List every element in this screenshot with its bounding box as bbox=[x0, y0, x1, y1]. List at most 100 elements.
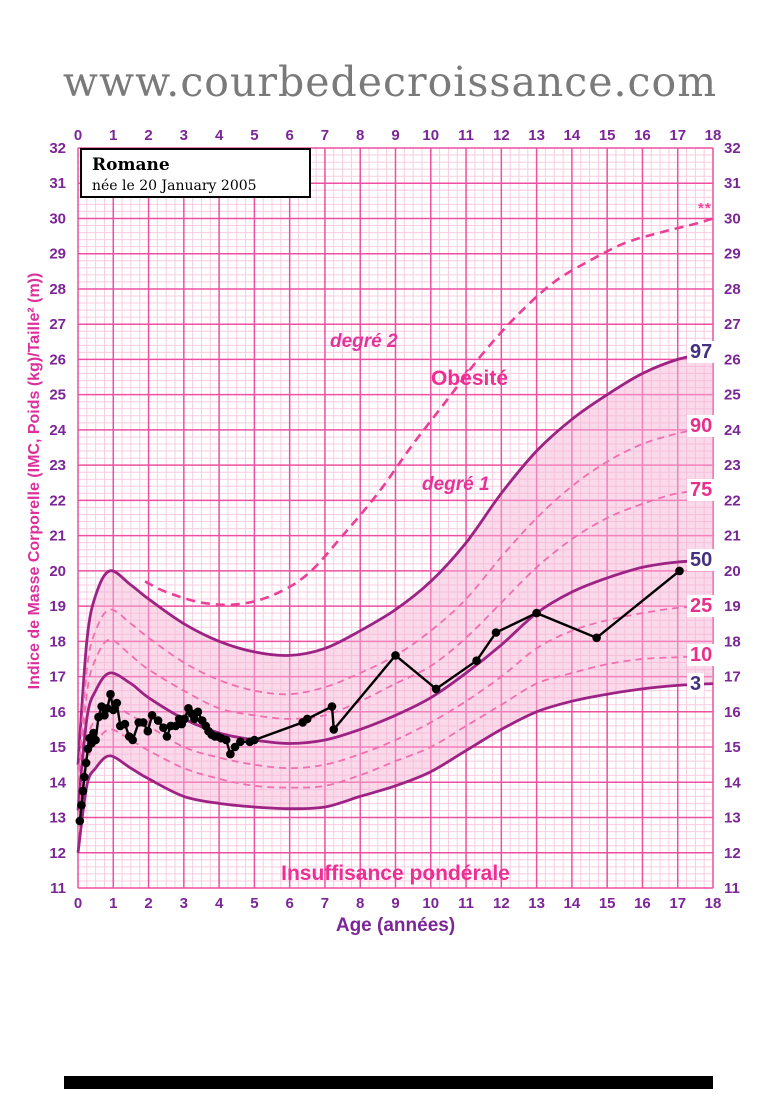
svg-text:7: 7 bbox=[321, 895, 329, 912]
svg-text:15: 15 bbox=[49, 739, 66, 756]
patient-info-box: Romane née le 20 January 2005 bbox=[80, 148, 311, 198]
svg-text:10: 10 bbox=[422, 127, 439, 144]
svg-text:12: 12 bbox=[724, 845, 741, 862]
svg-text:5: 5 bbox=[250, 895, 258, 912]
svg-text:3: 3 bbox=[180, 895, 188, 912]
label-obesity-degree1: degré 1 bbox=[422, 474, 490, 495]
svg-text:21: 21 bbox=[49, 528, 66, 545]
svg-text:14: 14 bbox=[724, 774, 741, 791]
svg-text:13: 13 bbox=[49, 810, 66, 827]
svg-text:1: 1 bbox=[109, 127, 117, 144]
svg-text:19: 19 bbox=[724, 598, 741, 615]
svg-text:30: 30 bbox=[724, 210, 741, 227]
svg-text:0: 0 bbox=[74, 895, 82, 912]
svg-text:32: 32 bbox=[49, 140, 66, 157]
svg-text:2: 2 bbox=[144, 127, 152, 144]
svg-text:16: 16 bbox=[49, 704, 66, 721]
svg-text:22: 22 bbox=[724, 492, 741, 509]
svg-text:9: 9 bbox=[391, 895, 399, 912]
svg-text:0: 0 bbox=[74, 127, 82, 144]
label-underweight: Insuffisance pondérale bbox=[281, 862, 510, 885]
svg-text:16: 16 bbox=[724, 704, 741, 721]
svg-text:30: 30 bbox=[49, 210, 66, 227]
site-title: www.courbedecroissance.com bbox=[62, 58, 718, 106]
svg-text:20: 20 bbox=[724, 563, 741, 580]
svg-text:4: 4 bbox=[215, 127, 224, 144]
svg-text:4: 4 bbox=[215, 895, 224, 912]
percentile-label-97: 97 bbox=[687, 341, 716, 364]
svg-text:17: 17 bbox=[49, 669, 66, 686]
svg-text:27: 27 bbox=[724, 316, 741, 333]
svg-text:18: 18 bbox=[705, 127, 722, 144]
svg-text:6: 6 bbox=[285, 895, 293, 912]
svg-text:15: 15 bbox=[599, 127, 616, 144]
svg-text:18: 18 bbox=[705, 895, 722, 912]
svg-text:1: 1 bbox=[109, 895, 117, 912]
patient-name: Romane bbox=[92, 155, 170, 175]
svg-text:15: 15 bbox=[599, 895, 616, 912]
svg-text:8: 8 bbox=[356, 895, 364, 912]
svg-text:25: 25 bbox=[49, 387, 66, 404]
percentile-label-75: 75 bbox=[687, 478, 716, 501]
svg-text:12: 12 bbox=[49, 845, 66, 862]
svg-text:19: 19 bbox=[49, 598, 66, 615]
svg-text:10: 10 bbox=[422, 895, 439, 912]
y-axis-title: Indice de Masse Corporelle (IMC, Poids (… bbox=[26, 272, 43, 690]
svg-text:20: 20 bbox=[49, 563, 66, 580]
svg-text:21: 21 bbox=[724, 528, 741, 545]
svg-text:29: 29 bbox=[49, 246, 66, 263]
svg-text:11: 11 bbox=[724, 880, 740, 897]
svg-text:18: 18 bbox=[724, 633, 741, 650]
x-axis-title: Age (années) bbox=[335, 915, 456, 936]
svg-text:24: 24 bbox=[49, 422, 66, 439]
svg-text:8: 8 bbox=[356, 127, 364, 144]
svg-text:11: 11 bbox=[458, 127, 474, 144]
percentile-label-25: 25 bbox=[687, 595, 716, 618]
svg-text:16: 16 bbox=[634, 127, 651, 144]
svg-text:28: 28 bbox=[724, 281, 741, 298]
label-obesity: Obésité bbox=[431, 367, 509, 390]
label-obesity-degree2: degré 2 bbox=[330, 331, 398, 352]
svg-text:14: 14 bbox=[564, 895, 581, 912]
svg-text:13: 13 bbox=[528, 895, 545, 912]
svg-text:13: 13 bbox=[528, 127, 545, 144]
svg-text:23: 23 bbox=[49, 457, 66, 474]
svg-text:14: 14 bbox=[49, 774, 66, 791]
svg-text:9: 9 bbox=[391, 127, 399, 144]
svg-text:15: 15 bbox=[724, 739, 741, 756]
svg-text:23: 23 bbox=[724, 457, 741, 474]
svg-text:17: 17 bbox=[724, 669, 741, 686]
svg-text:16: 16 bbox=[634, 895, 651, 912]
patient-birthdate: née le 20 January 2005 bbox=[92, 178, 257, 194]
svg-text:24: 24 bbox=[724, 422, 741, 439]
svg-text:5: 5 bbox=[250, 127, 258, 144]
svg-text:32: 32 bbox=[724, 140, 741, 157]
svg-text:26: 26 bbox=[724, 351, 741, 368]
percentile-label-90: 90 bbox=[687, 415, 716, 438]
svg-text:6: 6 bbox=[285, 127, 293, 144]
svg-text:31: 31 bbox=[724, 175, 741, 192]
svg-text:18: 18 bbox=[49, 633, 66, 650]
svg-text:11: 11 bbox=[458, 895, 474, 912]
svg-text:11: 11 bbox=[50, 880, 66, 897]
svg-text:26: 26 bbox=[49, 351, 66, 368]
svg-text:28: 28 bbox=[49, 281, 66, 298]
curve-end-stars: ** bbox=[698, 200, 712, 217]
svg-text:14: 14 bbox=[564, 127, 581, 144]
svg-text:31: 31 bbox=[49, 175, 66, 192]
svg-text:7: 7 bbox=[321, 127, 329, 144]
svg-text:3: 3 bbox=[180, 127, 188, 144]
svg-text:29: 29 bbox=[724, 246, 741, 263]
svg-text:2: 2 bbox=[144, 895, 152, 912]
percentile-label-50: 50 bbox=[687, 549, 716, 572]
svg-text:13: 13 bbox=[724, 810, 741, 827]
svg-text:27: 27 bbox=[49, 316, 66, 333]
percentile-label-10: 10 bbox=[687, 644, 716, 667]
svg-text:25: 25 bbox=[724, 387, 741, 404]
footer-bar bbox=[64, 1076, 713, 1089]
svg-text:22: 22 bbox=[49, 492, 66, 509]
svg-text:12: 12 bbox=[493, 127, 510, 144]
percentile-label-3: 3 bbox=[687, 672, 705, 695]
